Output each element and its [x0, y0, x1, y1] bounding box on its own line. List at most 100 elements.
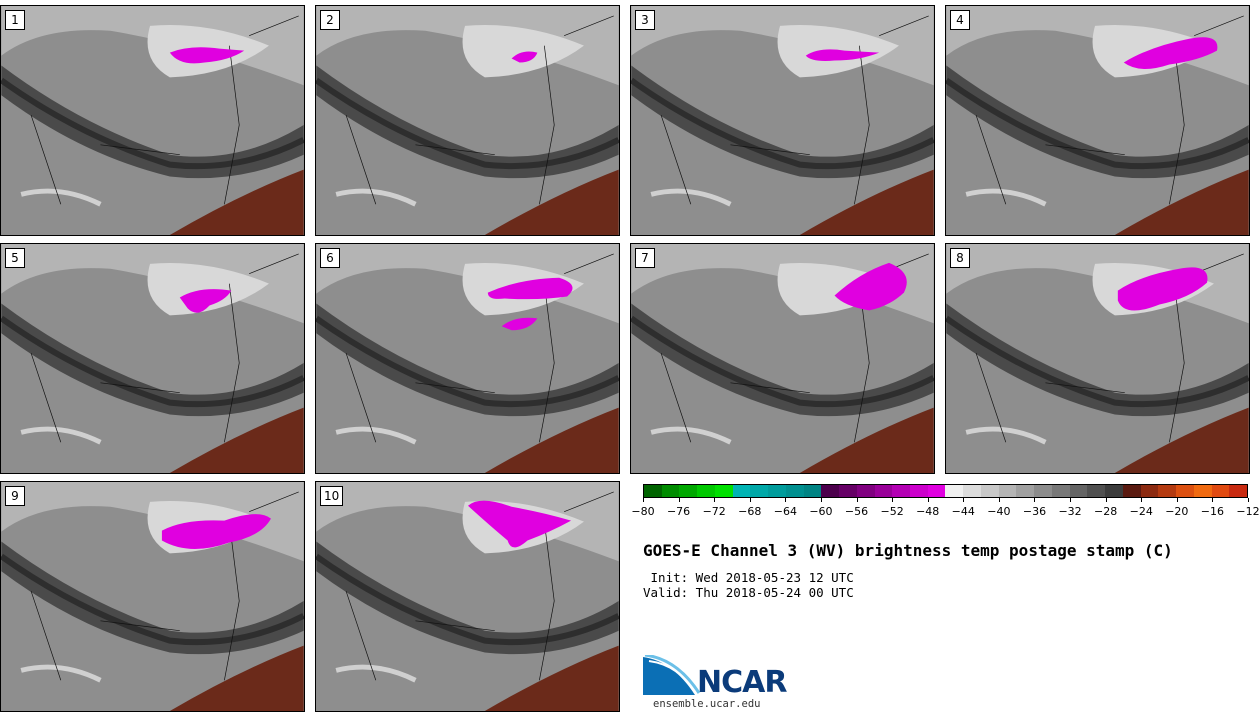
cold-cloud-region	[805, 49, 880, 61]
colorbar-swatch	[910, 485, 928, 497]
colorbar	[643, 484, 1248, 498]
colorbar-swatch	[1122, 485, 1141, 497]
panel-member-label: 1	[5, 10, 25, 30]
cold-cloud-region	[467, 500, 572, 548]
colorbar-swatch	[963, 485, 981, 497]
colorbar-swatch	[1140, 485, 1159, 497]
colorbar-tick-label: −32	[1058, 505, 1082, 518]
colorbar-swatch	[1034, 485, 1052, 497]
colorbar-tick	[1248, 498, 1249, 502]
postage-stamp-panel: 6	[315, 243, 620, 474]
postage-stamp-panel: 10	[315, 481, 620, 712]
panel-member-label: 6	[320, 248, 340, 268]
colorbar-swatch	[679, 485, 698, 497]
cold-cloud-region	[169, 47, 245, 64]
colorbar-tick	[1105, 498, 1107, 502]
colorbar-swatch	[892, 485, 911, 497]
wv-map-image	[631, 244, 934, 473]
colorbar-swatch	[1193, 485, 1212, 497]
postage-stamp-panel: 7	[630, 243, 935, 474]
colorbar-tick-label: −52	[880, 505, 904, 518]
figure-title: GOES-E Channel 3 (WV) brightness temp po…	[643, 541, 1173, 560]
postage-stamp-panel: 9	[0, 481, 305, 712]
wv-map-image	[946, 244, 1249, 473]
colorbar-swatch	[1051, 485, 1070, 497]
colorbar-tick	[1176, 498, 1178, 502]
colorbar-tick	[1034, 498, 1036, 502]
postage-stamp-panel: 8	[945, 243, 1250, 474]
colorbar-swatch	[803, 485, 822, 497]
colorbar-tick	[998, 498, 1000, 502]
colorbar-tick-label: −12	[1236, 505, 1260, 518]
colorbar-tick	[927, 498, 929, 502]
colorbar-tick-label: −16	[1200, 505, 1225, 518]
colorbar-tick-label: −20	[1165, 505, 1189, 518]
colorbar-tick-label: −48	[916, 505, 940, 518]
colorbar-swatch	[1069, 485, 1088, 497]
panel-member-label: 8	[950, 248, 970, 268]
ncar-logo-text: NCAR	[697, 665, 787, 700]
colorbar-tick-label: −68	[738, 505, 762, 518]
panel-member-label: 7	[635, 248, 655, 268]
colorbar-swatch	[1087, 485, 1106, 497]
colorbar-swatch	[714, 485, 733, 497]
panel-member-label: 3	[635, 10, 655, 30]
panel-member-label: 10	[320, 486, 344, 506]
colorbar-swatch	[1176, 485, 1194, 497]
colorbar-swatch	[998, 485, 1017, 497]
colorbar-tick	[1212, 498, 1214, 502]
postage-stamp-panel: 1	[0, 5, 305, 236]
wv-map-image	[1, 482, 304, 711]
valid-time: Valid: Thu 2018-05-24 00 UTC	[643, 585, 854, 600]
colorbar-tick-label: −80	[631, 505, 655, 518]
colorbar-swatch	[697, 485, 715, 497]
colorbar-tick	[820, 498, 822, 502]
colorbar-tick-label: −24	[1129, 505, 1153, 518]
colorbar-swatch	[732, 485, 751, 497]
cold-cloud-region	[834, 262, 907, 311]
colorbar-swatch	[1158, 485, 1177, 497]
postage-stamp-panel: 3	[630, 5, 935, 236]
wv-map-image	[316, 244, 619, 473]
colorbar-tick	[1141, 498, 1143, 502]
colorbar-swatch	[750, 485, 769, 497]
wv-map-image	[316, 6, 619, 235]
colorbar-swatch	[980, 485, 999, 497]
wv-map-image	[631, 6, 934, 235]
colorbar-swatch	[1105, 485, 1123, 497]
colorbar-tick	[963, 498, 965, 502]
colorbar-swatch	[856, 485, 875, 497]
ncar-logo-icon	[643, 655, 701, 695]
colorbar-tick	[856, 498, 858, 502]
colorbar-swatch	[644, 485, 662, 497]
colorbar-swatch	[661, 485, 680, 497]
colorbar-swatch	[1016, 485, 1035, 497]
init-time: Init: Wed 2018-05-23 12 UTC	[643, 570, 854, 585]
colorbar-tick-label: −72	[702, 505, 726, 518]
colorbar-swatch	[945, 485, 964, 497]
postage-stamp-panel: 2	[315, 5, 620, 236]
postage-stamp-panel: 5	[0, 243, 305, 474]
cold-cloud-region	[1123, 37, 1218, 69]
colorbar-tick-label: −44	[951, 505, 975, 518]
colorbar-swatch	[839, 485, 857, 497]
panel-member-label: 9	[5, 486, 25, 506]
cold-cloud-region	[511, 51, 538, 63]
colorbar-tick-label: −76	[666, 505, 691, 518]
colorbar-swatch	[768, 485, 786, 497]
colorbar-tick	[749, 498, 751, 502]
colorbar-tick-label: −36	[1022, 505, 1047, 518]
colorbar-tick	[678, 498, 680, 502]
colorbar-tick-label: −40	[987, 505, 1011, 518]
colorbar-tick-label: −60	[809, 505, 833, 518]
cold-cloud-region	[487, 277, 573, 331]
colorbar-swatch	[1229, 485, 1247, 497]
colorbar-tick	[892, 498, 894, 502]
colorbar-tick	[714, 498, 716, 502]
colorbar-swatch	[1211, 485, 1230, 497]
colorbar-swatch	[785, 485, 804, 497]
wv-map-image	[1, 6, 304, 235]
panel-member-label: 5	[5, 248, 25, 268]
wv-map-image	[316, 482, 619, 711]
colorbar-tick	[785, 498, 787, 502]
